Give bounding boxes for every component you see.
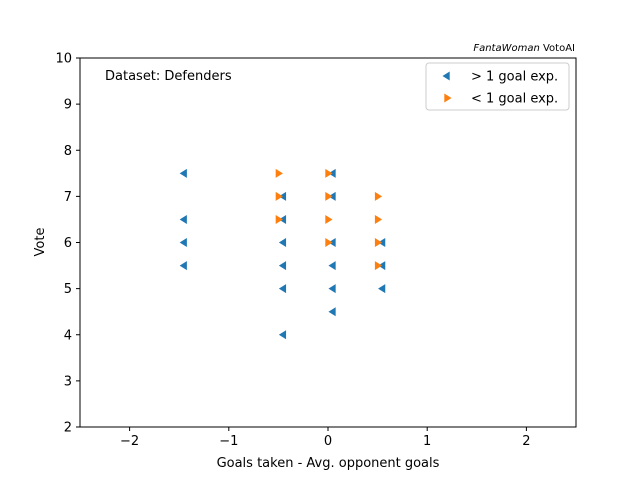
plot-frame	[79, 57, 577, 428]
y-tick-label: 3	[64, 374, 72, 389]
data-point-series-0	[328, 284, 336, 294]
x-tick-label: 2	[522, 434, 530, 449]
data-point-series-1	[325, 168, 333, 178]
data-point-series-0	[179, 238, 187, 247]
data-point-series-0	[278, 330, 287, 340]
legend-box	[425, 62, 570, 111]
data-point-series-1	[374, 238, 383, 247]
x-axis-ticks: −2 −1 0 1 2	[120, 427, 531, 449]
y-tick-label: 5	[64, 282, 72, 297]
y-tick-label: 2	[64, 421, 72, 436]
data-point-series-0	[179, 214, 187, 224]
data-point-series-1	[275, 191, 283, 201]
data-point-series-1	[275, 168, 283, 178]
y-axis-ticks: 2 3 4 5 6 7 8 9 10	[55, 52, 80, 436]
x-tick-label: −1	[219, 434, 238, 449]
data-point-series-0	[378, 284, 386, 294]
y-tick-label: 8	[64, 144, 72, 159]
y-axis-label: Vote	[33, 228, 48, 257]
x-axis-label: Goals taken - Avg. opponent goals	[217, 456, 440, 471]
data-point-series-0	[179, 261, 187, 271]
data-point-series-1	[374, 191, 383, 201]
y-tick-label: 6	[64, 236, 72, 251]
y-tick-label: 9	[64, 98, 72, 113]
data-point-series-0	[278, 284, 287, 294]
dataset-annotation: Dataset: Defenders	[105, 69, 232, 84]
y-tick-label: 4	[64, 328, 72, 343]
watermark-model: VotoAI	[540, 43, 575, 54]
legend-marker-1	[444, 93, 452, 103]
y-tick-label: 10	[55, 52, 72, 67]
data-point-series-1	[275, 214, 283, 224]
x-tick-label: 1	[423, 434, 431, 449]
data-point-series-1	[374, 214, 383, 224]
legend: > 1 goal exp. < 1 goal exp.	[425, 62, 570, 111]
x-tick-label: 0	[324, 434, 332, 449]
y-tick-label: 7	[64, 190, 72, 205]
watermark-brand: FantaWoman	[473, 43, 539, 54]
data-point-series-0	[278, 261, 287, 271]
legend-marker-0	[442, 71, 450, 81]
data-point-series-0	[179, 168, 187, 178]
data-point-series-0	[328, 307, 336, 317]
data-point-series-1	[374, 261, 383, 271]
data-point-series-1	[325, 191, 333, 201]
x-tick-label: −2	[120, 434, 139, 449]
legend-label-1: < 1 goal exp.	[471, 92, 558, 107]
data-point-series-0	[328, 261, 336, 271]
data-point-series-1	[325, 214, 333, 224]
watermark: FantaWoman VotoAI	[473, 43, 575, 54]
data-points	[179, 168, 386, 340]
data-point-series-0	[278, 238, 287, 247]
data-point-series-1	[325, 238, 333, 247]
legend-label-0: > 1 goal exp.	[471, 70, 558, 85]
